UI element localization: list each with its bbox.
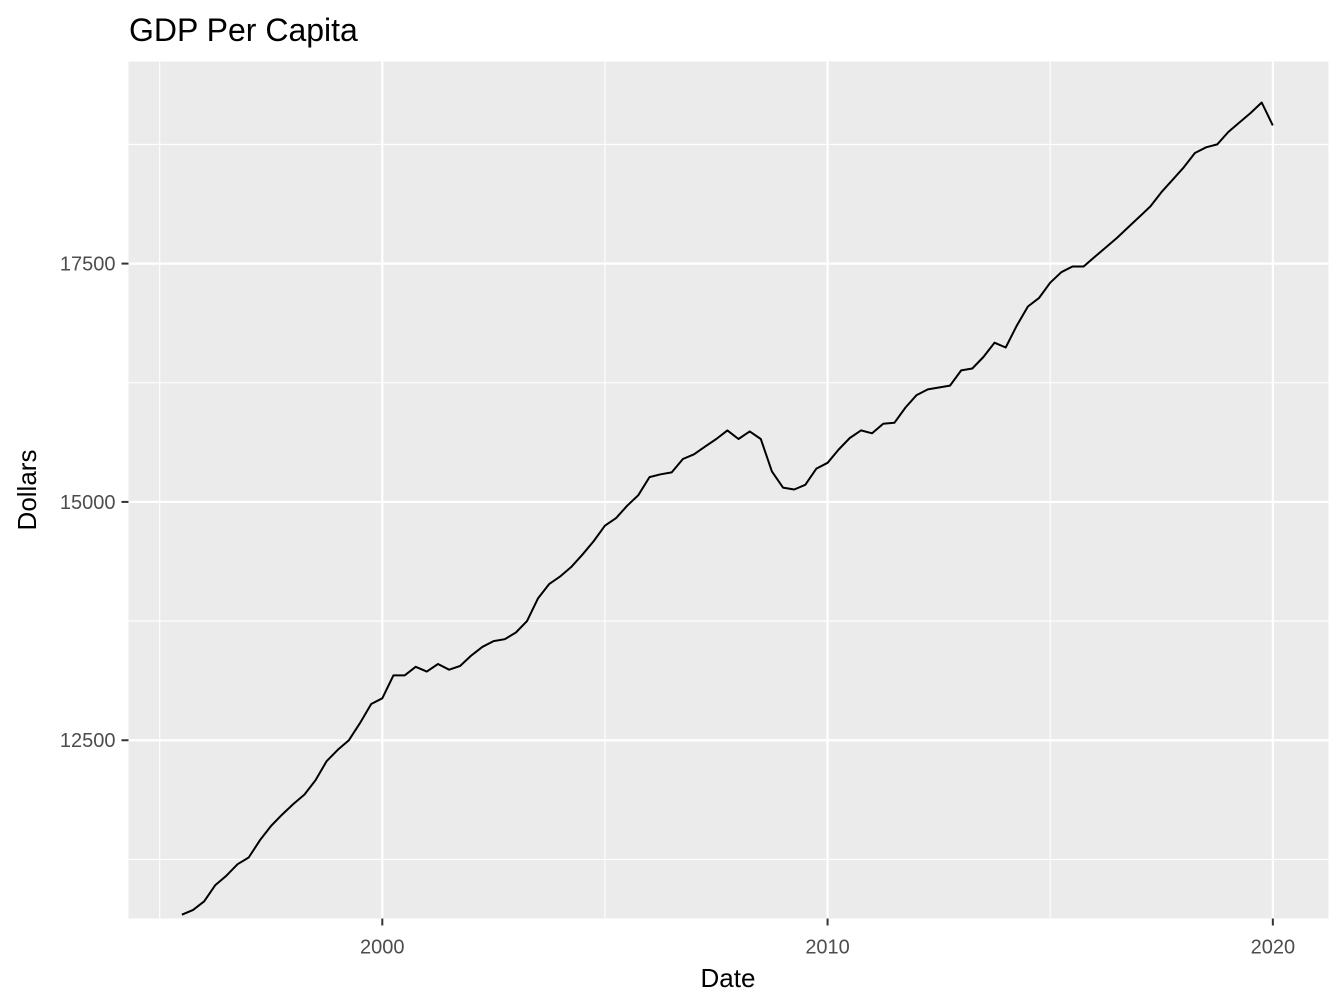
x-axis-title: Date xyxy=(701,963,756,993)
x-axis: 2000 2010 2020 xyxy=(360,918,1296,959)
minor-gridlines xyxy=(128,61,1329,919)
gdp-per-capita-line xyxy=(181,101,1274,916)
y-axis: 12500 15000 17500 xyxy=(60,254,129,752)
y-tick-label: 15000 xyxy=(60,492,116,514)
y-axis-title: Dollars xyxy=(12,450,42,531)
x-tick-label: 2000 xyxy=(360,937,405,959)
chart-title: GDP Per Capita xyxy=(129,12,358,48)
major-gridlines xyxy=(128,61,1329,919)
plot-panel xyxy=(128,61,1329,919)
y-tick-label: 12500 xyxy=(60,730,116,752)
x-tick-label: 2010 xyxy=(805,937,850,959)
x-tick-label: 2020 xyxy=(1251,937,1296,959)
y-tick-label: 17500 xyxy=(60,254,116,276)
